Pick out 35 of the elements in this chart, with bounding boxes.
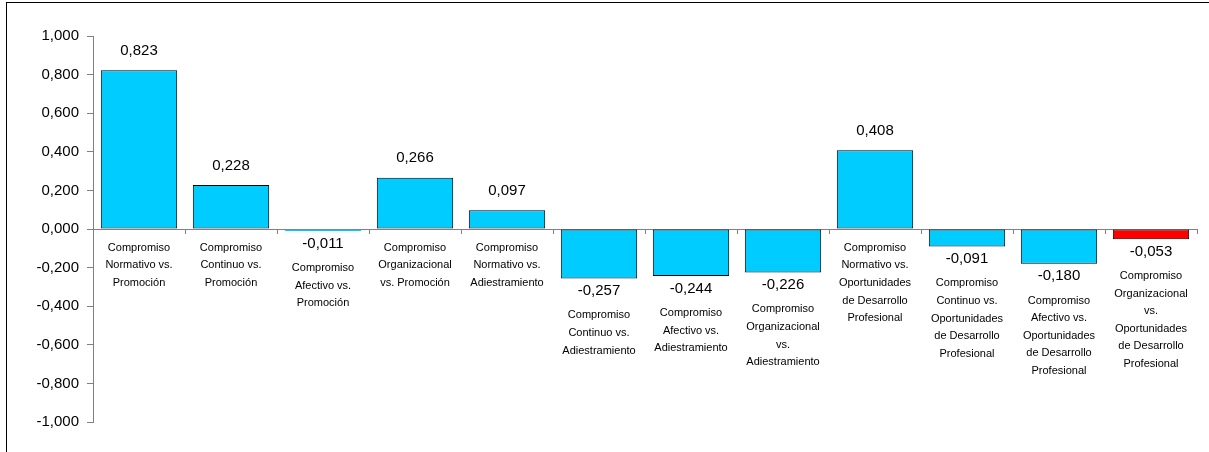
- y-tick-label: -0,800: [36, 373, 79, 391]
- y-tick-label: 1,000: [41, 26, 79, 44]
- data-label: 0,266: [396, 148, 434, 166]
- x-tick-label: Compromiso Continuo vs. Oportunidades de Desarrollo Profesional: [930, 276, 1004, 359]
- x-tick-label: Compromiso Afectivo vs. Promoción: [291, 260, 355, 309]
- data-label: 0,408: [856, 120, 894, 138]
- y-tick-label: 0,400: [41, 141, 79, 159]
- x-tick-label: Compromiso Organizacional vs. Adiestramiento: [746, 302, 820, 368]
- x-tick-label: Compromiso Organizacional vs. Promoción: [378, 240, 452, 289]
- x-tick-label: Compromiso Normativo vs. Oportunidades de Desarrollo Profesional: [838, 240, 912, 324]
- data-label: -0,226: [761, 275, 805, 293]
- y-tick-label: 0,000: [41, 219, 79, 237]
- data-label: -0,180: [1037, 266, 1081, 284]
- y-tick-label: 0,800: [41, 64, 79, 82]
- data-label: -0,053: [1129, 241, 1173, 259]
- data-label: -0,091: [945, 249, 989, 267]
- x-tick-label: Compromiso Normativo vs. Promoción: [105, 240, 173, 289]
- x-tick-label: Compromiso Normativo vs. Adiestramiento: [470, 240, 544, 289]
- x-tick-label: Compromiso Organizacional vs. Oportunidades de Desarrollo Profesional: [1114, 269, 1188, 370]
- data-label: 0,097: [488, 180, 526, 198]
- y-tick-label: -0,200: [36, 257, 79, 275]
- y-tick-label: -1,000: [36, 412, 79, 430]
- data-label: -0,257: [577, 281, 621, 299]
- data-label: 0,823: [120, 40, 158, 58]
- y-tick-label: 0,200: [41, 180, 79, 198]
- x-tick-label: Compromiso Afectivo vs. Oportunidades de Desarrollo Profesional: [1022, 293, 1096, 376]
- data-label: -0,244: [669, 278, 713, 296]
- y-tick-label: -0,600: [36, 334, 79, 352]
- y-tick-label: 0,600: [41, 103, 79, 121]
- data-label: 0,228: [212, 155, 250, 173]
- x-tick-label: Compromiso Continuo vs. Promoción: [199, 240, 263, 289]
- data-label: -0,011: [302, 233, 344, 251]
- x-tick-label: Compromiso Continuo vs. Adiestramiento: [562, 308, 636, 356]
- y-tick-label: -0,400: [36, 296, 79, 314]
- x-tick-label: Compromiso Afectivo vs. Adiestramiento: [654, 305, 728, 354]
